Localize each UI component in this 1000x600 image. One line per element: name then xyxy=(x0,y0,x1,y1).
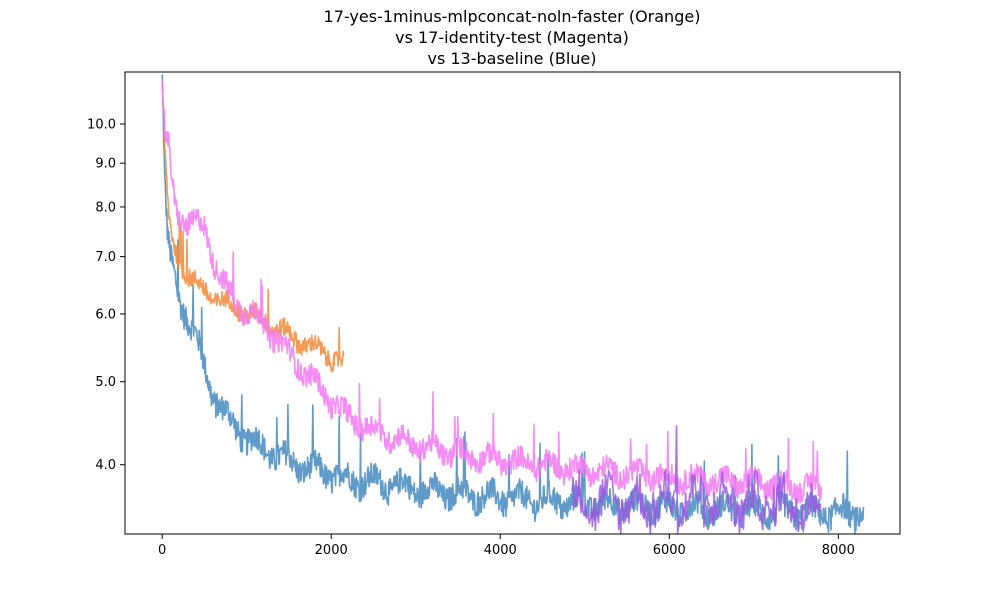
chart-title: 17-yes-1minus-mlpconcat-noln-faster (Ora… xyxy=(324,7,701,68)
x-tick-label: 6000 xyxy=(653,543,686,558)
y-tick-label: 5.0 xyxy=(95,375,116,390)
series-line-3 xyxy=(161,80,823,505)
x-axis: 0 2000 4000 6000 8000 xyxy=(158,534,855,558)
chart-title-line-2: vs 17-identity-test (Magenta) xyxy=(395,28,629,47)
y-tick-label: 7.0 xyxy=(95,250,116,265)
series-line-2 xyxy=(161,86,345,373)
series-line-4 xyxy=(571,425,822,534)
y-axis: 4.0 5.0 6.0 7.0 8.0 9.0 10.0 xyxy=(87,117,125,473)
x-tick-label: 8000 xyxy=(822,543,855,558)
y-tick-label: 10.0 xyxy=(87,117,116,132)
y-tick-label: 4.0 xyxy=(95,458,116,473)
plot-area xyxy=(161,74,865,534)
chart-title-line-1: 17-yes-1minus-mlpconcat-noln-faster (Ora… xyxy=(324,7,701,26)
chart-title-line-3: vs 13-baseline (Blue) xyxy=(427,49,596,68)
y-tick-label: 8.0 xyxy=(95,200,116,215)
y-tick-label: 9.0 xyxy=(95,157,116,172)
axes-frame xyxy=(124,71,901,535)
x-tick-label: 4000 xyxy=(484,543,517,558)
x-tick-label: 2000 xyxy=(315,543,348,558)
x-tick-label: 0 xyxy=(158,543,166,558)
y-tick-label: 6.0 xyxy=(95,307,116,322)
